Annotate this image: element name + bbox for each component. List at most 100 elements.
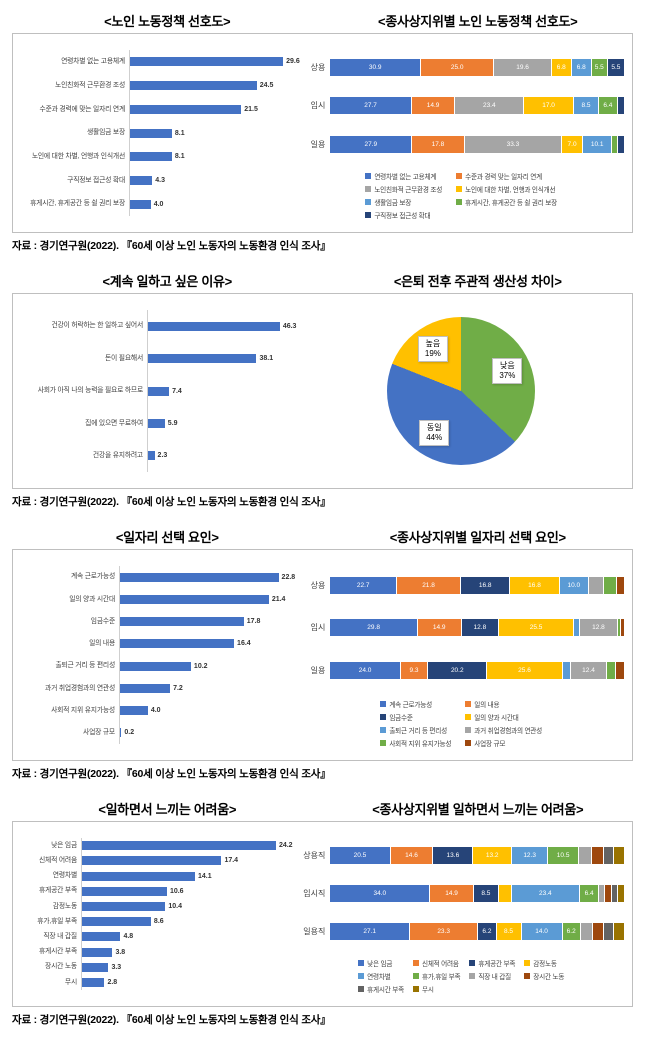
bar-track: 4.3 <box>129 168 290 193</box>
bar-category-label: 연령차별 없는 고용체계 <box>61 58 125 66</box>
pie-slice-name: 동일 <box>426 423 442 433</box>
legend-label: 일의 내용 <box>474 702 500 709</box>
legend-swatch-icon <box>465 727 472 733</box>
bar-category-label: 돈이 필요해서 <box>104 354 143 362</box>
bar-category-label: 계속 근로가능성 <box>70 573 115 581</box>
panel-titles: <계속 일하고 싶은 이유> <은퇴 전후 주관적 생산성 차이> <box>12 268 633 293</box>
stacked-segment: 7.0 <box>562 136 583 154</box>
bar-row: 장시간 노동 3.3 <box>21 959 290 975</box>
stacked-segment <box>589 576 604 594</box>
bar-row: 사회가 아직 나의 능력을 필요로 하므로 7.4 <box>21 374 290 408</box>
bar-row: 신체적 어려움 17.4 <box>21 853 290 869</box>
stacked-chart-selection-by-status: 상용 22.7 21.8 16.8 16.8 10.0 임시 29.8 14.9 12.8 25.5… <box>298 560 624 750</box>
bar-value-label: 8.1 <box>174 129 185 137</box>
legend-item: 과거 취업경험과의 연관성 <box>465 725 542 735</box>
bar-row: 건강이 허락하는 한 일하고 싶어서 46.3 <box>21 310 296 343</box>
bar-category-label: 생활임금 보장 <box>86 129 125 137</box>
stacked-segment <box>580 923 593 941</box>
chart-box: 계속 근로가능성 22.8 일의 양과 시간대 21.4 임금수준 17.8 일의 내용 16… <box>12 549 633 761</box>
bar-value-label: 10.6 <box>169 887 184 895</box>
legend-item: 일의 양과 시간대 <box>465 712 542 722</box>
stacked-segment <box>603 576 617 594</box>
stacked-segment: 20.5 <box>330 846 391 864</box>
bar-value-label: 46.3 <box>282 322 297 330</box>
stacked-track: 22.7 21.8 16.8 16.8 10.0 <box>330 576 624 594</box>
bar-track: 4.8 <box>81 929 290 945</box>
bar-track: 2.3 <box>147 439 290 473</box>
stacked-category-label: 상용 <box>310 62 326 72</box>
bar-row: 휴가,휴일 부족 8.6 <box>21 914 290 930</box>
stacked-segment <box>617 97 624 115</box>
source-caption: 자료 : 경기연구원(2022). 『60세 이상 노인 노동자의 노동환경 인… <box>12 768 331 780</box>
bar-track: 21.4 <box>119 588 290 611</box>
legend-label: 과거 취업경험과의 연관성 <box>474 728 543 735</box>
bar-track: 8.6 <box>81 914 290 930</box>
stacked-chart-policy-by-status: 상용 30.9 25.0 19.6 6.8 6.8 5.5 5.5 임시 27.7 14.9 23.4… <box>298 44 624 222</box>
stacked-bar-chart: 상용 22.7 21.8 16.8 16.8 10.0 임시 29.8 14.9 12.8 25.5… <box>298 560 624 750</box>
stacked-segment <box>498 884 512 902</box>
legend-swatch-icon <box>412 986 419 992</box>
stacked-category-label: 상용 <box>310 580 326 590</box>
stacked-segment: 6.8 <box>551 58 572 76</box>
legend-label: 휴게시간 부족 <box>367 987 404 994</box>
stacked-segment: 12.3 <box>512 846 549 864</box>
legend-label: 계속 근로가능성 <box>389 702 433 709</box>
bar-row: 수준과 경력에 맞는 일자리 연계 21.5 <box>21 97 290 122</box>
stacked-track: 30.9 25.0 19.6 6.8 6.8 5.5 5.5 <box>330 58 624 76</box>
pie-slice-pct: 37% <box>499 371 516 380</box>
legend-swatch-icon <box>358 960 365 966</box>
bar-value-label: 38.1 <box>259 355 274 363</box>
panel-work-difficulties: <일하면서 느끼는 어려움> <종사상지위별 일하면서 느끼는 어려움> 낮은 … <box>12 796 633 1027</box>
bar-row: 감정노동 10.4 <box>21 898 290 915</box>
legend-swatch-icon <box>465 714 472 720</box>
bar-track: 4.0 <box>119 699 290 722</box>
bar-category-label: 일의 내용 <box>89 640 115 648</box>
legend-label: 사회적 지위 유지가능성 <box>389 741 452 748</box>
bar-track: 17.8 <box>119 610 290 633</box>
bar-row: 휴게공간 부족 10.6 <box>21 883 290 899</box>
bar-value-label: 10.4 <box>168 902 182 910</box>
bar-category-label: 낮은 임금 <box>51 841 77 849</box>
stacked-rows: 상용 30.9 25.0 19.6 6.8 6.8 5.5 5.5 임시 27.7 14.9 23.4… <box>298 48 624 164</box>
bar-category-label: 휴가,휴일 부족 <box>37 917 77 925</box>
stacked-segment: 14.9 <box>411 97 456 115</box>
stacked-segment <box>616 576 624 594</box>
bar-track: 29.6 <box>129 50 300 74</box>
legend-label: 휴가,휴일 부족 <box>421 974 461 981</box>
stacked-segment: 8.5 <box>496 923 522 941</box>
bar-value-label: 8.6 <box>153 918 164 926</box>
legend-label: 감정노동 <box>533 961 557 968</box>
legend-item: 일의 내용 <box>465 699 542 709</box>
stacked-segment <box>605 884 612 902</box>
legend-item: 연령차별 <box>358 971 404 981</box>
stacked-bar-chart: 상용 30.9 25.0 19.6 6.8 6.8 5.5 5.5 임시 27.7 14.9 23.4… <box>298 44 624 222</box>
bar-category-label: 사회적 지위 유지가능성 <box>51 706 115 714</box>
stacked-track: 27.1 23.3 6.2 8.5 14.0 6.2 <box>330 923 624 941</box>
stacked-row: 상용 22.7 21.8 16.8 16.8 10.0 <box>298 576 624 594</box>
chart-legend: 낮은 임금 신체적 어려움 휴게공간 부족 감정노동 연령차별 휴가,휴일 부족 직장 내 … <box>298 951 624 996</box>
bar <box>120 728 122 738</box>
stacked-segment <box>592 846 604 864</box>
stacked-segment <box>607 662 616 680</box>
bar-track: 16.4 <box>119 632 290 655</box>
stacked-segment: 14.9 <box>417 619 462 637</box>
stacked-chart-difficulties-by-status: 상용직 20.5 14.6 13.6 13.2 12.3 10.5 임시직 34.0 14.9 8.… <box>298 832 624 996</box>
stacked-segment: 17.8 <box>412 136 465 154</box>
bar-track: 24.2 <box>81 838 293 854</box>
bar-category-label: 감정노동 <box>52 902 77 910</box>
legend-item: 휴게공간 부족 <box>469 958 515 968</box>
stacked-row: 임시직 34.0 14.9 8.5 23.4 6.4 <box>298 884 624 902</box>
bar-category-label: 집에 있으면 무료하여 <box>85 419 143 427</box>
legend-label: 휴게시간, 휴게공간 등 쉴 권리 보장 <box>465 200 558 207</box>
stacked-track: 24.0 9.3 20.2 25.6 12.4 <box>330 662 624 680</box>
legend-item: 사업장 규모 <box>465 738 542 748</box>
legend-label: 사업장 규모 <box>474 741 506 748</box>
stacked-segment: 5.5 <box>607 58 624 76</box>
panel-titles: <일하면서 느끼는 어려움> <종사상지위별 일하면서 느끼는 어려움> <box>12 796 633 821</box>
bar-category-label: 무시 <box>64 978 77 986</box>
bar-row: 과거 취업경험과의 연관성 7.2 <box>21 677 290 700</box>
bar-chart: 계속 근로가능성 22.8 일의 양과 시간대 21.4 임금수준 17.8 일의 내용 16… <box>21 560 295 750</box>
stacked-segment: 27.9 <box>330 136 413 154</box>
bar-track: 8.1 <box>129 121 290 145</box>
bar-track: 7.4 <box>147 374 290 408</box>
